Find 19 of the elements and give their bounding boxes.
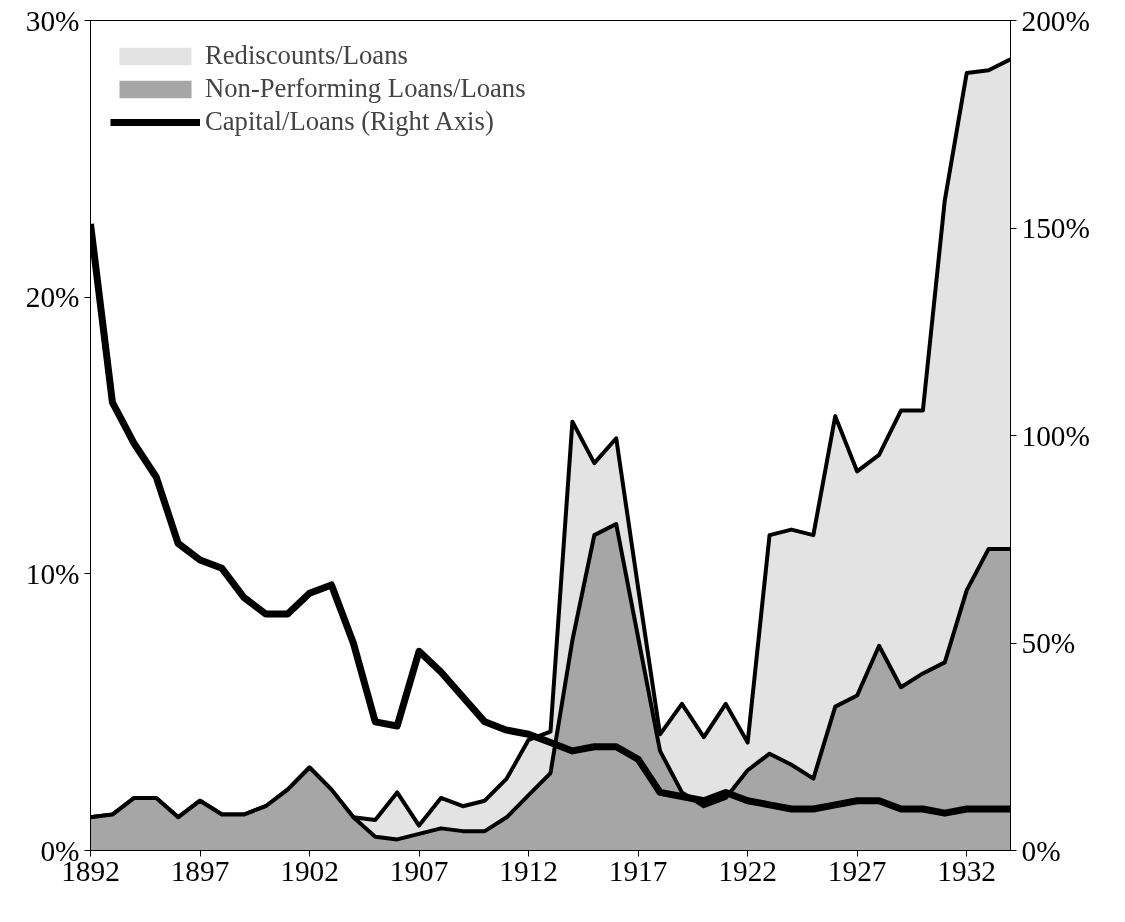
legend-label: Rediscounts/Loans <box>205 40 408 71</box>
x-tick-label: 1897 <box>170 854 230 887</box>
x-tick-label: 1912 <box>499 854 558 887</box>
x-tick-label: 1922 <box>718 854 777 887</box>
x-tick-label: 1907 <box>389 854 449 887</box>
x-tick-label: 1927 <box>827 854 887 887</box>
x-tick-label: 1902 <box>280 854 339 887</box>
y-tick-label: 10% <box>25 557 80 590</box>
y2-tick-label: 100% <box>1021 419 1090 452</box>
y-tick-label: 20% <box>25 281 80 314</box>
y-tick-label: 30% <box>25 4 80 37</box>
y2-tick-label: 50% <box>1021 627 1076 659</box>
legend-label: Capital/Loans (Right Axis) <box>205 106 494 137</box>
y2-tick-label: 150% <box>1021 212 1090 244</box>
y2-tick-label: 0% <box>1021 834 1061 867</box>
x-tick-label: 1932 <box>937 854 997 887</box>
legend-label: Non-Performing Loans/Loans <box>205 73 526 104</box>
y2-tick-label: 200% <box>1021 4 1090 37</box>
x-tick-label: 1917 <box>608 854 668 887</box>
